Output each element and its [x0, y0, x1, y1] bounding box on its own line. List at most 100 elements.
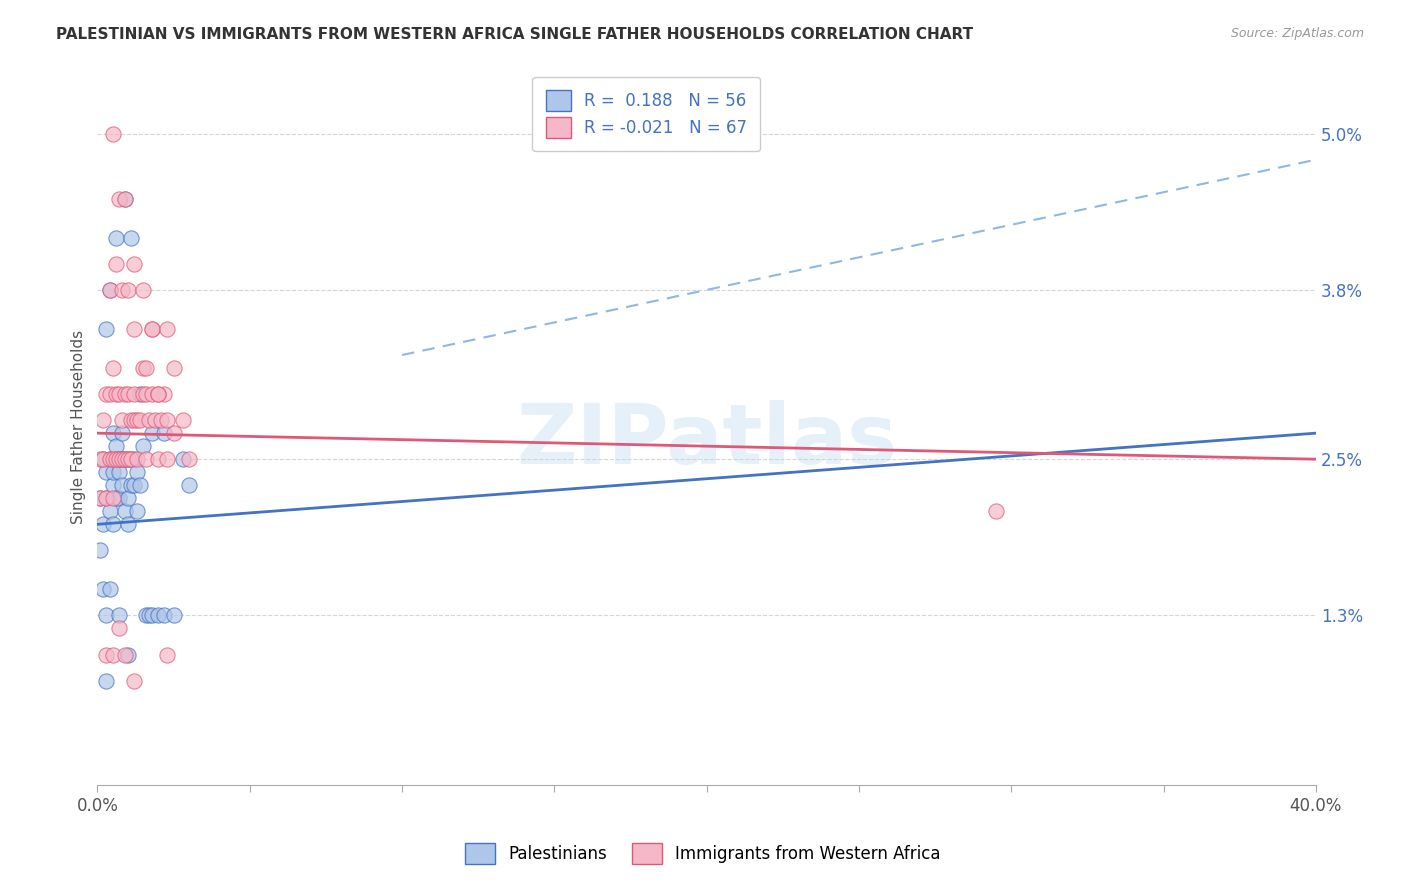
Point: [101, 361, 124, 376]
Point: [98, 452, 121, 467]
Point: [120, 413, 142, 427]
Point: [141, 426, 163, 441]
Point: [101, 517, 124, 532]
Point: [104, 452, 127, 467]
Point: [122, 413, 145, 427]
Point: [111, 452, 134, 467]
Point: [129, 478, 152, 492]
Point: [148, 387, 170, 401]
Text: Source: ZipAtlas.com: Source: ZipAtlas.com: [1230, 27, 1364, 40]
Point: [122, 257, 145, 271]
Point: [162, 361, 184, 376]
Point: [89, 491, 111, 506]
Point: [98, 283, 121, 297]
Point: [135, 361, 157, 376]
Point: [117, 387, 139, 401]
Point: [125, 452, 148, 467]
Point: [125, 465, 148, 479]
Point: [111, 478, 134, 492]
Point: [150, 413, 173, 427]
Point: [148, 387, 170, 401]
Point: [101, 127, 124, 141]
Point: [117, 283, 139, 297]
Point: [120, 231, 142, 245]
Point: [125, 504, 148, 518]
Point: [93, 452, 115, 467]
Point: [101, 452, 124, 467]
Point: [141, 322, 163, 336]
Point: [177, 478, 200, 492]
Point: [93, 413, 115, 427]
Point: [153, 608, 176, 623]
Point: [107, 491, 129, 506]
Point: [122, 452, 145, 467]
Point: [111, 413, 134, 427]
Point: [89, 491, 111, 506]
Point: [96, 491, 118, 506]
Point: [172, 452, 194, 467]
Point: [132, 387, 155, 401]
Point: [107, 465, 129, 479]
Point: [117, 648, 139, 662]
Point: [148, 452, 170, 467]
Point: [107, 452, 129, 467]
Point: [156, 452, 179, 467]
Point: [984, 504, 1007, 518]
Text: ZIPatlas: ZIPatlas: [516, 401, 897, 482]
Point: [98, 283, 121, 297]
Point: [104, 387, 127, 401]
Point: [122, 673, 145, 688]
Point: [114, 648, 136, 662]
Point: [153, 387, 176, 401]
Point: [129, 413, 152, 427]
Point: [122, 387, 145, 401]
Point: [96, 491, 118, 506]
Point: [101, 426, 124, 441]
Text: PALESTINIAN VS IMMIGRANTS FROM WESTERN AFRICA SINGLE FATHER HOUSEHOLDS CORRELATI: PALESTINIAN VS IMMIGRANTS FROM WESTERN A…: [56, 27, 973, 42]
Point: [125, 413, 148, 427]
Point: [148, 608, 170, 623]
Point: [114, 452, 136, 467]
Point: [96, 322, 118, 336]
Point: [98, 452, 121, 467]
Point: [114, 192, 136, 206]
Point: [107, 387, 129, 401]
Point: [96, 465, 118, 479]
Point: [96, 387, 118, 401]
Point: [104, 439, 127, 453]
Point: [111, 452, 134, 467]
Point: [132, 361, 155, 376]
Point: [98, 504, 121, 518]
Point: [93, 517, 115, 532]
Point: [132, 283, 155, 297]
Point: [107, 452, 129, 467]
Point: [104, 452, 127, 467]
Point: [89, 452, 111, 467]
Point: [98, 387, 121, 401]
Point: [93, 582, 115, 597]
Point: [101, 491, 124, 506]
Point: [107, 192, 129, 206]
Point: [120, 452, 142, 467]
Point: [96, 673, 118, 688]
Point: [101, 478, 124, 492]
Point: [156, 648, 179, 662]
Point: [138, 608, 160, 623]
Point: [156, 322, 179, 336]
Point: [101, 648, 124, 662]
Point: [172, 413, 194, 427]
Point: [98, 582, 121, 597]
Point: [135, 608, 157, 623]
Point: [107, 622, 129, 636]
Point: [114, 192, 136, 206]
Point: [143, 413, 166, 427]
Point: [117, 517, 139, 532]
Point: [135, 387, 157, 401]
Point: [156, 413, 179, 427]
Point: [120, 452, 142, 467]
Point: [117, 452, 139, 467]
Legend: R =  0.188   N = 56, R = -0.021   N = 67: R = 0.188 N = 56, R = -0.021 N = 67: [533, 77, 761, 151]
Point: [96, 608, 118, 623]
Y-axis label: Single Father Households: Single Father Households: [72, 329, 86, 524]
Point: [135, 452, 157, 467]
